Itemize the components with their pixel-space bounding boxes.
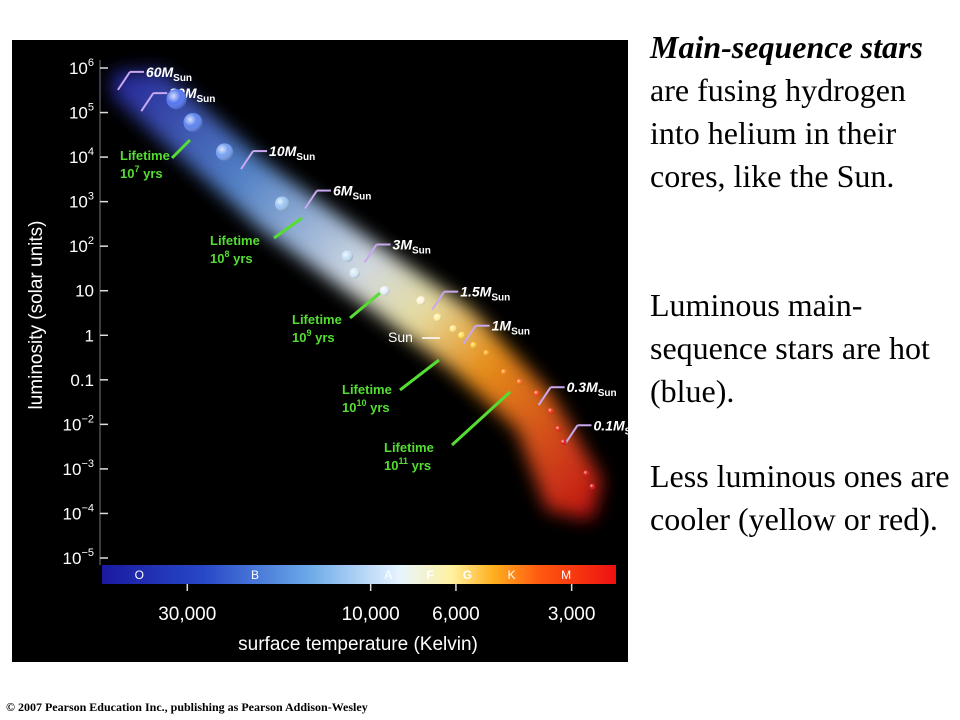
svg-text:107 yrs: 107 yrs (120, 164, 163, 181)
svg-text:1010 yrs: 1010 yrs (342, 398, 390, 415)
svg-text:Lifetime: Lifetime (342, 382, 392, 397)
star-shading (500, 368, 507, 375)
star-shading (166, 89, 187, 110)
y-tick-label: 10−4 (63, 502, 94, 523)
y-tick-label: 10 (75, 282, 94, 301)
y-tick-label: 103 (69, 191, 94, 212)
main-sequence-band (112, 70, 602, 520)
star-shading (449, 325, 457, 333)
mass-label: 0.1MSun (594, 417, 628, 437)
sun-label: Sun (388, 329, 413, 345)
star-shading (560, 439, 567, 446)
stars (166, 89, 596, 490)
paragraph-main-sequence: Main-sequence stars are fusing hydrogen … (650, 26, 950, 198)
star-shading (589, 483, 596, 490)
paragraph-less-luminous: Less luminous ones are cooler (yellow or… (650, 458, 950, 537)
star-shading (433, 313, 442, 322)
svg-text:Lifetime: Lifetime (120, 148, 170, 163)
spectral-class-label: A (384, 568, 392, 582)
mass-label: 60MSun (146, 64, 192, 84)
mass-label: 10MSun (269, 143, 315, 163)
paragraph-main-sequence-rest: are fusing hydrogen into helium in their… (650, 72, 906, 194)
mass-label: 1.5MSun (460, 284, 510, 304)
lifetime-11: Lifetime 1011 yrs (384, 440, 434, 473)
spectral-class-label: G (463, 568, 472, 582)
star-shading (583, 470, 590, 477)
star-shading (555, 425, 562, 432)
lifetime-9: Lifetime 109 yrs (292, 312, 342, 345)
svg-text:108 yrs: 108 yrs (210, 249, 253, 266)
svg-text:Lifetime: Lifetime (292, 312, 342, 327)
spectral-class-label: F (427, 568, 434, 582)
star-shading (458, 331, 466, 339)
star-shading (533, 390, 540, 397)
spectral-class-label: M (561, 568, 571, 582)
y-tick-label: 104 (69, 146, 94, 167)
mass-label: 1MSun (492, 318, 530, 338)
star-shading (215, 143, 234, 161)
mass-marker (363, 243, 378, 264)
y-tick-label: 1 (85, 326, 94, 345)
mass-marker (564, 424, 579, 444)
mass-label: 0.3MSun (567, 379, 617, 399)
star-shading (183, 112, 203, 132)
copyright-notice: © 2007 Pearson Education Inc., publishin… (6, 700, 368, 714)
star-shading (516, 378, 523, 385)
y-tick-label: 102 (69, 235, 94, 256)
mass-label: 3MSun (393, 236, 431, 256)
mass-marker (304, 190, 318, 210)
star-shading (470, 341, 477, 349)
mass-marker (462, 325, 477, 345)
y-tick-label: 10−5 (63, 547, 94, 568)
lifetime-7: Lifetime 107 yrs (120, 148, 170, 181)
y-tick-label: 10−3 (63, 458, 94, 479)
star-shading (379, 285, 390, 296)
lifetime-10: Lifetime 1010 yrs (342, 382, 392, 415)
star-shading (349, 267, 361, 279)
star-shading (274, 196, 290, 211)
lifetime-lines (170, 138, 512, 447)
svg-text:Lifetime: Lifetime (210, 233, 260, 248)
y-tick-label: 0.1 (70, 371, 94, 390)
paragraph-luminous: Luminous main-sequence stars are hot (bl… (650, 287, 930, 409)
spectral-class-label: B (251, 568, 259, 582)
hr-diagram: 106 105 104 103 102 10 1 0.1 10−2 10−3 10−4 10−5 60… (12, 40, 628, 662)
mass-marker (431, 291, 446, 311)
spectral-class-label: O (135, 568, 144, 582)
star-shading (416, 296, 426, 306)
x-axis-label: surface temperature (Kelvin) (238, 634, 478, 655)
y-tick-label: 105 (69, 102, 94, 123)
star-shading (483, 349, 490, 357)
spectral-class-label: K (508, 568, 516, 582)
x-tick-label: 3,000 (548, 604, 596, 625)
mass-marker (140, 92, 155, 112)
svg-text:1011 yrs: 1011 yrs (384, 456, 431, 473)
x-tick-label: 10,000 (342, 604, 400, 625)
y-tick-label: 106 (69, 57, 94, 78)
main-sequence-term: Main-sequence stars (650, 29, 923, 65)
mass-marker (240, 150, 254, 170)
lifetime-8: Lifetime 108 yrs (210, 233, 260, 266)
star-shading (547, 407, 554, 414)
x-tick-label: 6,000 (432, 604, 480, 625)
mass-marker (537, 386, 552, 406)
svg-text:Lifetime: Lifetime (384, 440, 434, 455)
star-shading (341, 250, 354, 262)
spectral-class-bar (102, 565, 616, 584)
mass-marker (117, 71, 131, 91)
explanation-text: Main-sequence stars are fusing hydrogen … (650, 26, 950, 541)
svg-text:109 yrs: 109 yrs (292, 328, 335, 345)
mass-label: 6MSun (333, 183, 371, 203)
y-axis-label: luminosity (solar units) (26, 221, 47, 410)
y-tick-label: 10−2 (63, 413, 94, 434)
x-axis-ticks: 30,000 10,000 6,000 3,000 (158, 584, 595, 625)
x-tick-label: 30,000 (158, 604, 216, 625)
